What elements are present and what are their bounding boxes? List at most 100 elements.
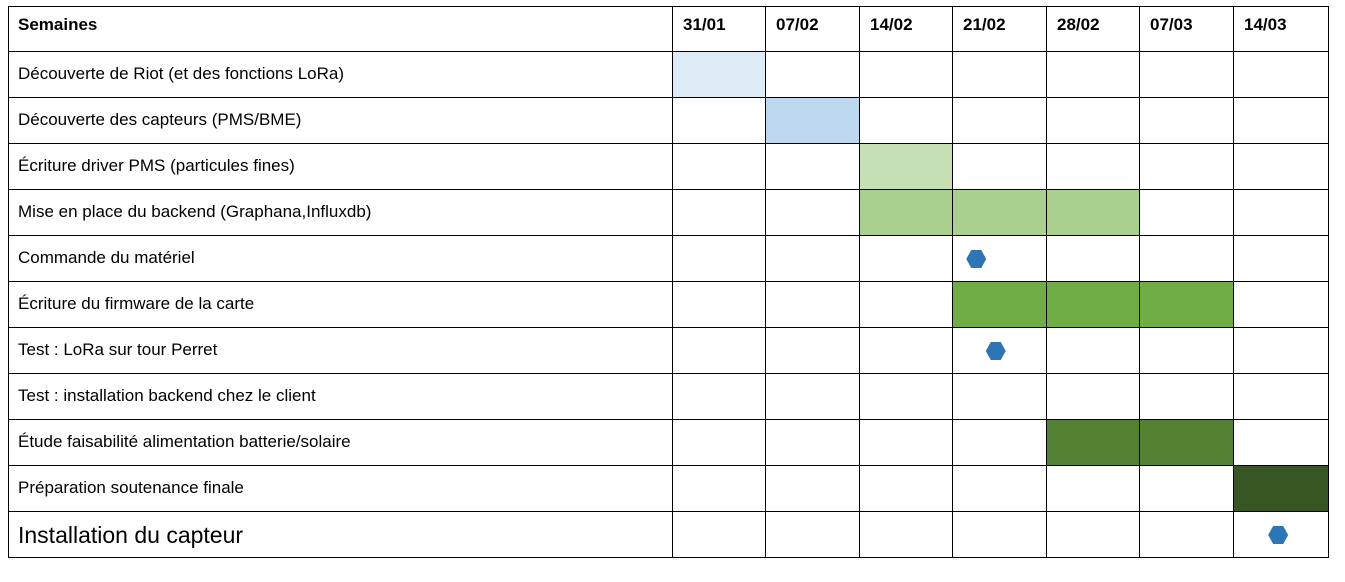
- task-row: Commande du matériel: [8, 235, 1329, 282]
- week-cell: [952, 97, 1047, 144]
- week-cell: [1046, 465, 1140, 512]
- gantt-bar-cell: [952, 189, 1047, 236]
- week-cell: [1233, 327, 1329, 374]
- task-row: Découverte des capteurs (PMS/BME): [8, 97, 1329, 144]
- header-label: Semaines: [8, 6, 673, 52]
- task-row: Préparation soutenance finale: [8, 465, 1329, 512]
- gantt-bar-cell: [1046, 419, 1140, 466]
- week-cell: [672, 327, 766, 374]
- week-cell: [765, 419, 860, 466]
- task-label: Commande du matériel: [8, 235, 673, 282]
- task-row: Étude faisabilité alimentation batterie/…: [8, 419, 1329, 466]
- week-cell: [859, 373, 953, 420]
- week-cell: [672, 419, 766, 466]
- task-label: Préparation soutenance finale: [8, 465, 673, 512]
- week-cell: [765, 327, 860, 374]
- week-cell: [1233, 511, 1329, 558]
- gantt-bar-cell: [1233, 465, 1329, 512]
- week-cell: [859, 327, 953, 374]
- week-cell: [859, 419, 953, 466]
- week-cell: [1046, 51, 1140, 98]
- gantt-bar-cell: [1139, 419, 1234, 466]
- week-cell: [859, 235, 953, 282]
- week-cell: [1139, 235, 1234, 282]
- gantt-bar-cell: [952, 281, 1047, 328]
- task-body: Découverte de Riot (et des fonctions LoR…: [8, 51, 1329, 558]
- week-cell: [1046, 235, 1140, 282]
- week-cell: [1046, 327, 1140, 374]
- week-cell: [1139, 327, 1234, 374]
- task-label: Test : installation backend chez le clie…: [8, 373, 673, 420]
- milestone-icon: [1268, 526, 1289, 544]
- milestone-icon: [985, 342, 1006, 360]
- week-cell: [1233, 373, 1329, 420]
- week-cell: [765, 143, 860, 190]
- week-cell: [672, 373, 766, 420]
- week-cell: [952, 235, 1047, 282]
- week-cell: [1233, 189, 1329, 236]
- gantt-bar-cell: [859, 189, 953, 236]
- week-cell: [672, 281, 766, 328]
- task-row: Découverte de Riot (et des fonctions LoR…: [8, 51, 1329, 98]
- task-row: Mise en place du backend (Graphana,Influ…: [8, 189, 1329, 236]
- week-cell: [672, 511, 766, 558]
- week-cell: [1046, 143, 1140, 190]
- week-cell: [672, 465, 766, 512]
- week-cell: [952, 327, 1047, 374]
- week-cell: [859, 281, 953, 328]
- week-cell: [765, 235, 860, 282]
- week-header: 14/03: [1233, 6, 1329, 52]
- task-row: Écriture driver PMS (particules fines): [8, 143, 1329, 190]
- week-cell: [765, 511, 860, 558]
- week-cell: [765, 189, 860, 236]
- week-cell: [1233, 97, 1329, 144]
- week-cell: [952, 373, 1047, 420]
- week-header: 07/03: [1139, 6, 1234, 52]
- gantt-bar-cell: [1046, 281, 1140, 328]
- week-cell: [952, 511, 1047, 558]
- week-cell: [765, 373, 860, 420]
- week-cell: [1233, 235, 1329, 282]
- task-label: Écriture du firmware de la carte: [8, 281, 673, 328]
- week-cell: [1046, 511, 1140, 558]
- week-cell: [1046, 97, 1140, 144]
- task-row: Écriture du firmware de la carte: [8, 281, 1329, 328]
- gantt-bar-cell: [1139, 281, 1234, 328]
- week-cell: [1139, 189, 1234, 236]
- week-cell: [1139, 511, 1234, 558]
- week-cell: [1139, 465, 1234, 512]
- week-cell: [1139, 143, 1234, 190]
- gantt-bar-cell: [765, 97, 860, 144]
- week-cell: [952, 143, 1047, 190]
- task-label: Mise en place du backend (Graphana,Influ…: [8, 189, 673, 236]
- task-label: Découverte des capteurs (PMS/BME): [8, 97, 673, 144]
- week-cell: [1139, 51, 1234, 98]
- week-cell: [672, 235, 766, 282]
- week-header: 31/01: [672, 6, 766, 52]
- week-cell: [672, 97, 766, 144]
- week-cell: [1139, 97, 1234, 144]
- week-cell: [765, 465, 860, 512]
- task-label: Découverte de Riot (et des fonctions LoR…: [8, 51, 673, 98]
- gantt-bar-cell: [672, 51, 766, 98]
- week-cell: [1233, 51, 1329, 98]
- week-cell: [952, 419, 1047, 466]
- week-cell: [672, 189, 766, 236]
- week-header: 28/02: [1046, 6, 1140, 52]
- week-cell: [1233, 419, 1329, 466]
- task-label: Test : LoRa sur tour Perret: [8, 327, 673, 374]
- task-label: Écriture driver PMS (particules fines): [8, 143, 673, 190]
- week-cell: [952, 51, 1047, 98]
- header-row: Semaines 31/01 07/02 14/02 21/02 28/02 07/03 1…: [8, 6, 1329, 52]
- week-cell: [1233, 143, 1329, 190]
- week-cell: [672, 143, 766, 190]
- week-cell: [1233, 281, 1329, 328]
- week-cell: [765, 51, 860, 98]
- week-cell: [859, 465, 953, 512]
- week-cell: [765, 281, 860, 328]
- milestone-icon: [966, 250, 987, 268]
- week-cell: [859, 51, 953, 98]
- week-cell: [1139, 373, 1234, 420]
- week-cell: [859, 511, 953, 558]
- task-label: Installation du capteur: [8, 511, 673, 558]
